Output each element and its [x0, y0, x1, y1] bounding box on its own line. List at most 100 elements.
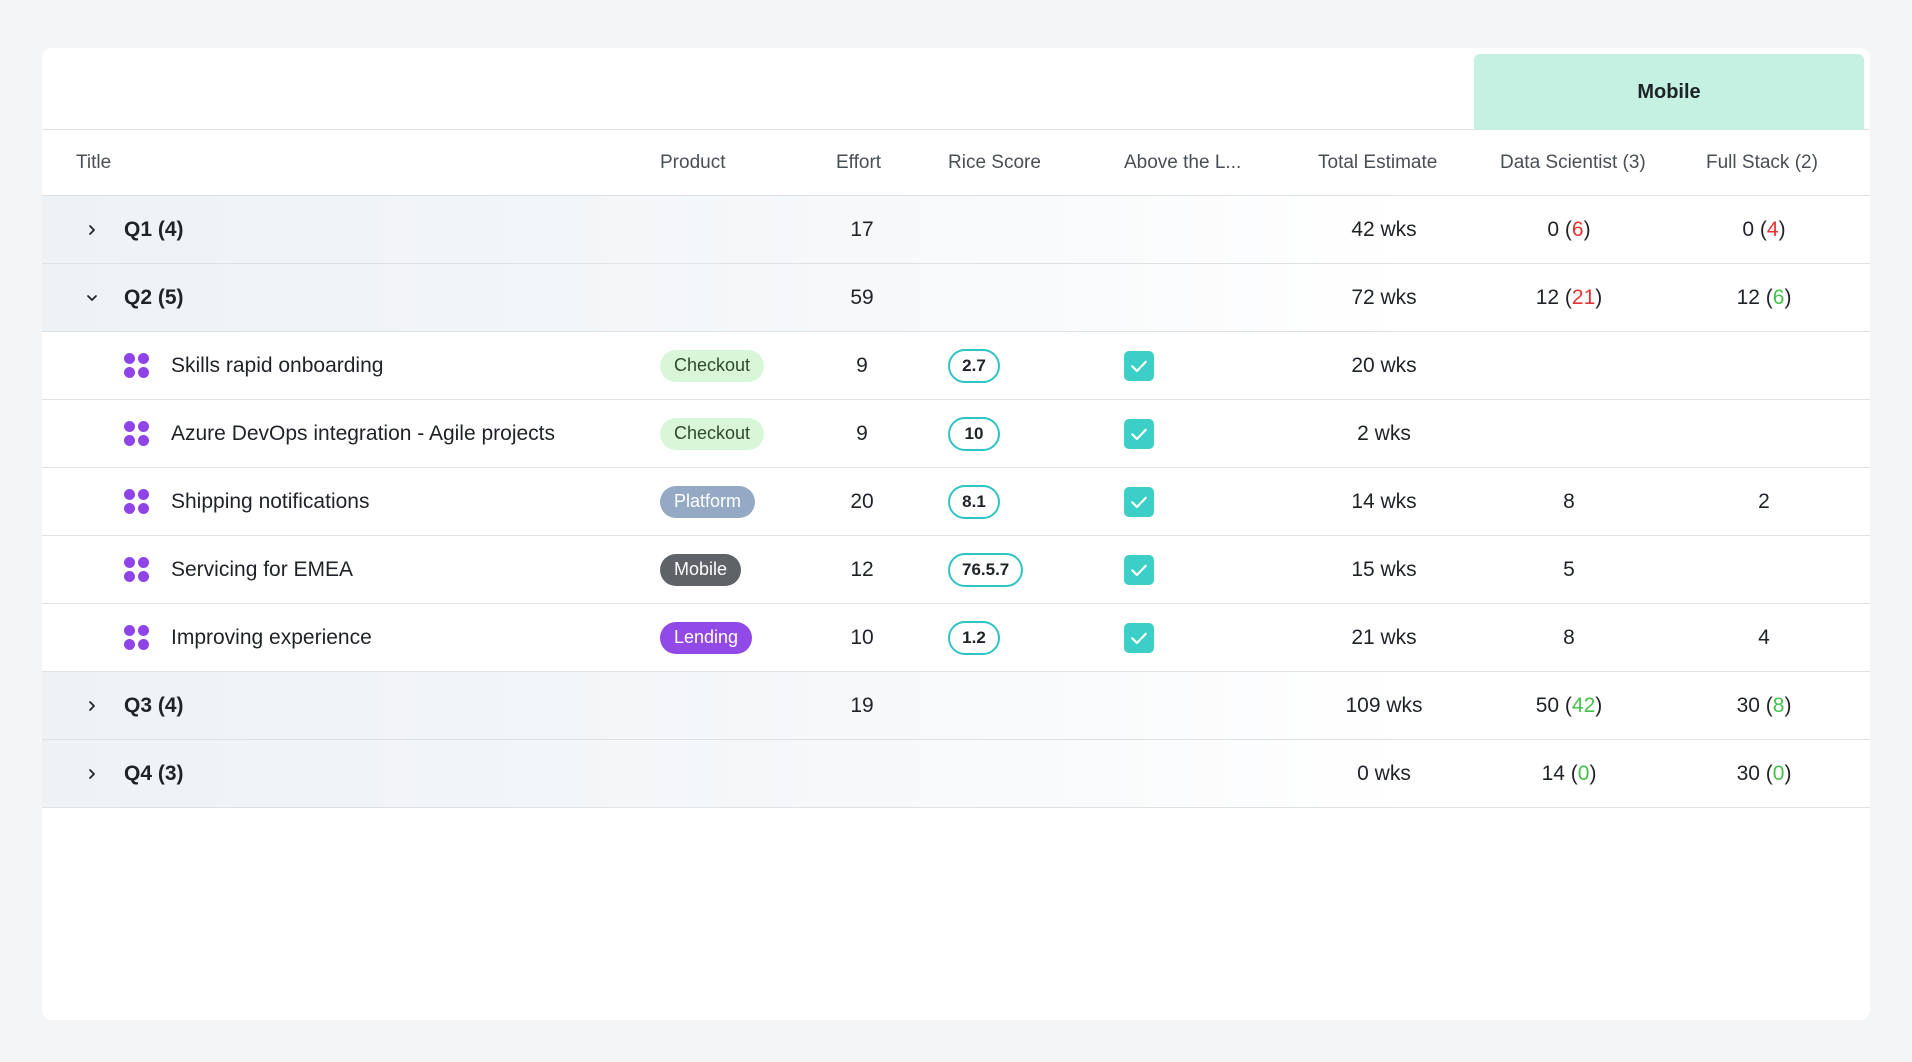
check-icon	[1131, 360, 1147, 372]
checkbox-checked[interactable]	[1124, 622, 1154, 653]
column-header-rice-score[interactable]: Rice Score	[948, 152, 1041, 173]
capacity-value: 14	[1541, 761, 1565, 785]
data-scientist-value: 8	[1563, 625, 1575, 649]
product-tag[interactable]: Checkout	[660, 349, 765, 382]
capacity-value: 0	[1742, 217, 1755, 241]
product-tag[interactable]: Platform	[660, 485, 756, 518]
checkbox-checked[interactable]	[1124, 350, 1154, 381]
total-estimate-value: 2 wks	[1357, 421, 1411, 445]
paren-close: )	[1784, 761, 1792, 785]
column-header-above-the-line[interactable]: Above the L...	[1124, 152, 1242, 173]
table-row[interactable]: Skills rapid onboarding Checkout 9 2.7 20 wk…	[42, 332, 1870, 400]
item-title-cell[interactable]: Shipping notifications	[124, 468, 369, 535]
paren-open: (	[1564, 761, 1578, 785]
paren-close: )	[1595, 285, 1603, 309]
column-header-total-estimate[interactable]: Total Estimate	[1318, 152, 1438, 173]
data-scientist-capacity: 12 (21)	[1479, 264, 1659, 331]
item-title-cell[interactable]: Azure DevOps integration - Agile project…	[124, 400, 555, 467]
item-title-cell[interactable]: Servicing for EMEA	[124, 536, 353, 603]
column-header-product[interactable]: Product	[660, 152, 726, 173]
column-header-effort[interactable]: Effort	[836, 152, 882, 173]
rice-score-badge: 1.2	[948, 620, 1000, 655]
rice-score-badge: 10	[948, 416, 1000, 451]
above-the-line-cell	[1124, 400, 1154, 467]
total-estimate-value: 42 wks	[1351, 217, 1417, 241]
checkbox-checked[interactable]	[1124, 418, 1154, 449]
rice-score-cell: 76.5.7	[948, 536, 1024, 603]
full-stack-capacity: 30 (0)	[1674, 740, 1854, 807]
rice-score-cell: 10	[948, 400, 1000, 467]
group-title: Q2 (5)	[124, 285, 184, 309]
capacity-delta: 8	[1772, 693, 1785, 717]
total-estimate-value: 109 wks	[1345, 693, 1423, 717]
product-cell: Platform	[660, 468, 756, 535]
capacity-delta: 0	[1772, 761, 1785, 785]
group-row[interactable]: Q3 (4) 19 109 wks 50 (42) 30 (8)	[42, 672, 1870, 740]
paren-close: )	[1595, 693, 1603, 717]
table-row[interactable]: Shipping notifications Platform 20 8.1 14 wk…	[42, 468, 1870, 536]
chevron-right-icon[interactable]	[80, 672, 104, 739]
effort-value: 10	[850, 625, 874, 649]
item-title: Skills rapid onboarding	[171, 353, 384, 377]
chevron-right-icon[interactable]	[80, 740, 104, 807]
check-icon	[1131, 564, 1147, 576]
group-title: Q4 (3)	[124, 761, 184, 785]
paren-close: )	[1583, 217, 1591, 241]
rice-score-cell: 8.1	[948, 468, 1000, 535]
group-title: Q1 (4)	[124, 217, 184, 241]
data-scientist-value	[1479, 332, 1659, 399]
checkbox-checked[interactable]	[1124, 486, 1154, 517]
table-body: Q1 (4) 17 42 wks 0 (6) 0 (4) Q2 (5) 59 72 wks 12…	[42, 196, 1870, 808]
above-the-line-cell	[1124, 468, 1154, 535]
full-stack-value: 4	[1758, 625, 1770, 649]
roadmap-table: Mobile Title Product Effort Rice Score A…	[42, 48, 1870, 1020]
product-cell: Lending	[660, 604, 753, 671]
full-stack-capacity: 12 (6)	[1674, 264, 1854, 331]
chevron-down-icon[interactable]	[80, 264, 104, 331]
rice-score-badge: 8.1	[948, 484, 1000, 519]
full-stack-capacity: 0 (4)	[1674, 196, 1854, 263]
full-stack-value	[1674, 400, 1854, 467]
item-title-cell[interactable]: Improving experience	[124, 604, 372, 671]
check-icon	[1131, 496, 1147, 508]
total-estimate-value: 0 wks	[1357, 761, 1411, 785]
checkbox-checked[interactable]	[1124, 554, 1154, 585]
rice-score-badge: 2.7	[948, 348, 1000, 383]
table-row[interactable]: Azure DevOps integration - Agile project…	[42, 400, 1870, 468]
check-icon	[1131, 632, 1147, 644]
group-row[interactable]: Q4 (3) 0 wks 14 (0) 30 (0)	[42, 740, 1870, 808]
paren-close: )	[1784, 285, 1792, 309]
product-tag[interactable]: Checkout	[660, 417, 765, 450]
above-the-line-cell	[1124, 536, 1154, 603]
above-the-line-cell	[1124, 332, 1154, 399]
capacity-delta: 4	[1766, 217, 1779, 241]
effort-value: 19	[850, 693, 874, 717]
group-row[interactable]: Q2 (5) 59 72 wks 12 (21) 12 (6)	[42, 264, 1870, 332]
paren-open: (	[1559, 285, 1572, 309]
feature-icon	[124, 489, 149, 514]
effort-value: 17	[850, 217, 874, 241]
item-title-cell[interactable]: Skills rapid onboarding	[124, 332, 383, 399]
data-scientist-capacity: 14 (0)	[1479, 740, 1659, 807]
rice-score-cell: 1.2	[948, 604, 1000, 671]
column-header-full-stack[interactable]: Full Stack (2)	[1706, 152, 1818, 173]
item-title: Shipping notifications	[171, 489, 370, 513]
capacity-value: 0	[1547, 217, 1560, 241]
table-row[interactable]: Improving experience Lending 10 1.2 21 wks 8 4	[42, 604, 1870, 672]
chevron-right-icon[interactable]	[80, 196, 104, 263]
column-group-mobile[interactable]: Mobile	[1474, 54, 1864, 130]
capacity-delta: 6	[1772, 285, 1785, 309]
product-tag[interactable]: Lending	[660, 621, 753, 654]
table-row[interactable]: Servicing for EMEA Mobile 12 76.5.7 15 wks 5	[42, 536, 1870, 604]
item-title: Servicing for EMEA	[171, 557, 354, 581]
product-tag[interactable]: Mobile	[660, 553, 742, 586]
column-header-title[interactable]: Title	[76, 152, 112, 173]
paren-open: (	[1759, 285, 1773, 309]
group-row[interactable]: Q1 (4) 17 42 wks 0 (6) 0 (4)	[42, 196, 1870, 264]
column-header-data-scientist[interactable]: Data Scientist (3)	[1500, 152, 1646, 173]
capacity-value: 50	[1535, 693, 1560, 717]
full-stack-capacity: 30 (8)	[1674, 672, 1854, 739]
paren-open: (	[1559, 217, 1572, 241]
effort-value: 9	[856, 421, 868, 445]
data-scientist-value	[1479, 400, 1659, 467]
